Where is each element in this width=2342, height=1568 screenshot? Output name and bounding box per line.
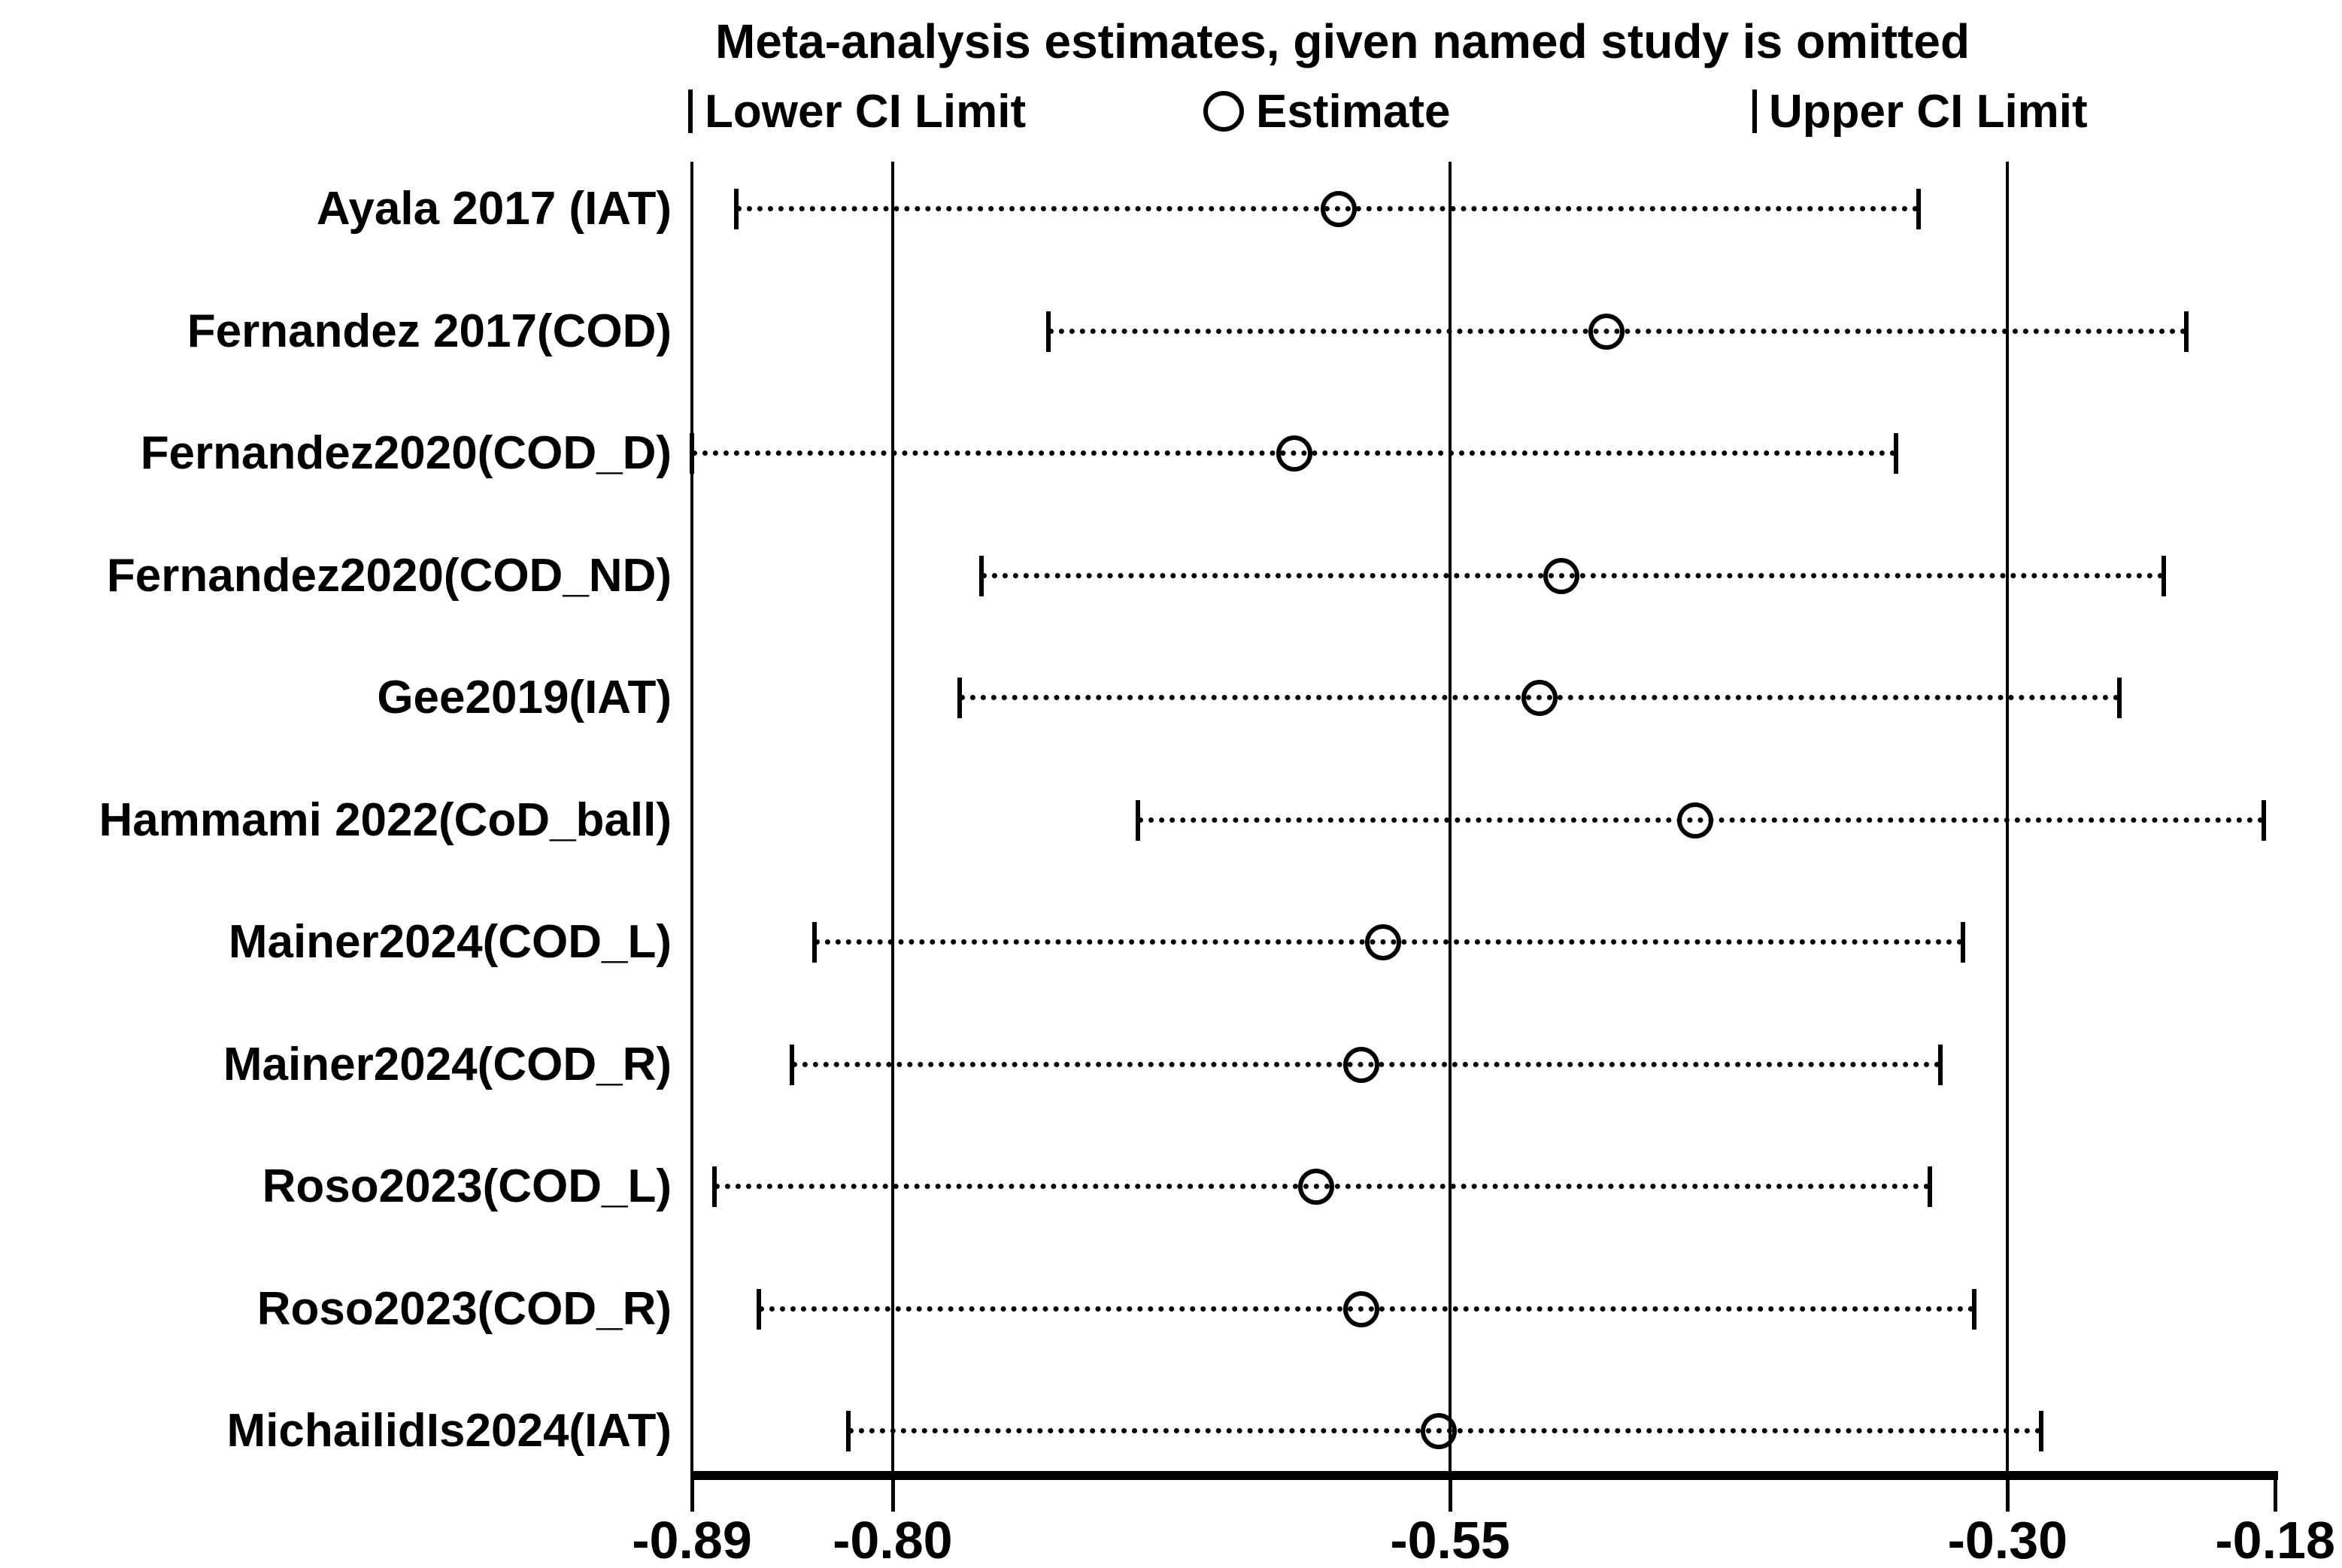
ci-upper-cap	[1938, 1044, 1943, 1085]
ci-upper-cap	[2038, 1411, 2043, 1451]
ci-upper-cap	[1916, 189, 1921, 229]
legend-upper-ci-label: Upper CI Limit	[1769, 85, 2088, 138]
study-label: Roso2023(COD_R)	[256, 1282, 672, 1335]
x-tick	[890, 1480, 895, 1512]
study-label: Fernandez2020(COD_ND)	[106, 549, 672, 602]
ci-lower-cap	[756, 1288, 761, 1330]
ci-lower-cap	[845, 1411, 851, 1451]
x-tick-label: -0.18	[2215, 1511, 2335, 1568]
ci-lower-cap	[1046, 311, 1051, 352]
ci-upper-cap	[2116, 678, 2122, 718]
ci-lower-cap	[734, 189, 739, 229]
study-label: Fernandez2020(COD_D)	[140, 427, 672, 479]
x-tick	[2274, 1480, 2278, 1512]
ci-lower-cap	[979, 555, 984, 596]
legend-lower-ci-label: Lower CI Limit	[705, 85, 1027, 138]
study-label: Mainer2024(COD_R)	[223, 1038, 672, 1090]
ci-lower-cap	[1136, 799, 1140, 841]
ci-lower-cap	[957, 678, 962, 718]
estimate-marker	[1320, 191, 1357, 227]
estimate-marker	[1677, 802, 1714, 839]
ci-upper-cap	[1927, 1166, 1932, 1207]
study-label: Mainer2024(COD_L)	[228, 916, 672, 968]
x-tick	[2006, 1480, 2010, 1512]
estimate-marker	[1365, 924, 1402, 960]
study-label: Roso2023(COD_L)	[262, 1160, 672, 1212]
estimate-marker	[1298, 1169, 1335, 1205]
reference-gridline	[890, 162, 894, 1475]
estimate-marker	[1588, 313, 1625, 350]
lower-ci-bar-icon	[688, 89, 693, 133]
study-label: Hammami 2022(CoD_ball)	[99, 793, 672, 846]
x-tick-label: -0.30	[1947, 1511, 2068, 1568]
estimate-marker	[1421, 1413, 1458, 1449]
upper-ci-bar-icon	[1752, 89, 1757, 133]
estimate-marker	[1543, 557, 1580, 594]
study-label: MichailidIs2024(IAT)	[226, 1405, 672, 1457]
estimate-marker	[1521, 680, 1558, 716]
legend-estimate-label: Estimate	[1256, 85, 1451, 138]
plot-title: Meta-analysis estimates, given named stu…	[714, 14, 1970, 68]
study-label: Fernandez 2017(COD)	[187, 305, 672, 357]
estimate-marker	[1342, 1046, 1379, 1083]
ci-lower-cap	[790, 1044, 795, 1085]
ci-lower-cap	[812, 922, 818, 963]
x-tick-label: -0.89	[632, 1511, 752, 1568]
ci-upper-cap	[1894, 433, 1899, 474]
estimate-marker	[1276, 435, 1312, 472]
estimate-circle-icon	[1203, 91, 1244, 132]
study-label: Ayala 2017 (IAT)	[316, 183, 672, 235]
x-tick-label: -0.55	[1390, 1511, 1510, 1568]
x-tick	[1449, 1480, 1453, 1512]
ci-upper-cap	[2183, 311, 2189, 352]
study-label: Gee2019(IAT)	[377, 672, 672, 723]
ci-lower-cap	[690, 433, 694, 474]
legend-upper-ci: Upper CI Limit	[1752, 84, 2088, 138]
x-tick	[690, 1480, 694, 1512]
x-axis-line	[690, 1471, 2279, 1480]
estimate-marker	[1342, 1290, 1379, 1327]
reference-gridline	[690, 162, 693, 1475]
ci-lower-cap	[711, 1166, 717, 1207]
ci-upper-cap	[2161, 555, 2166, 596]
ci-upper-cap	[1971, 1288, 1976, 1330]
x-tick-label: -0.80	[833, 1511, 953, 1568]
legend-estimate: Estimate	[1203, 84, 1450, 138]
ci-upper-cap	[2262, 799, 2267, 841]
legend-lower-ci: Lower CI Limit	[688, 84, 1026, 138]
ci-upper-cap	[1961, 922, 1966, 963]
